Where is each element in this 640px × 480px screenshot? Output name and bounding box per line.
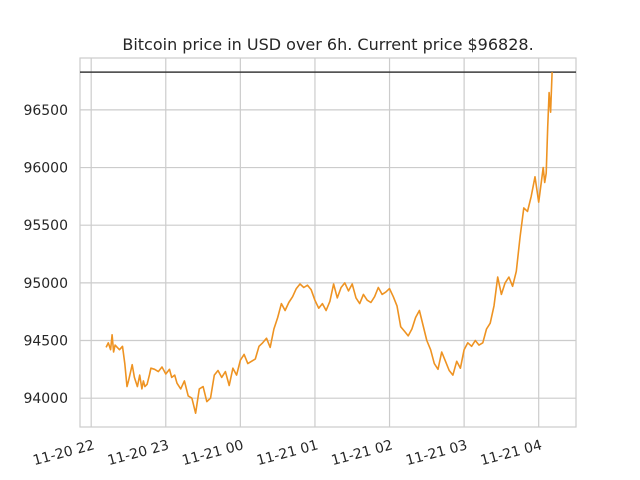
x-tick-label: 11-21 01: [255, 437, 320, 469]
y-tick-label: 96500: [23, 103, 68, 119]
chart-title: Bitcoin price in USD over 6h. Current pr…: [122, 35, 533, 54]
y-axis-ticks: 94000 94500 95000 95500 96000 96500: [23, 103, 68, 407]
plot-border: [79, 57, 577, 428]
plot-frame: [79, 57, 577, 428]
x-axis-ticks: 11-20 22 11-20 23 11-21 00 11-21 01 11-21 02…: [31, 437, 544, 469]
grid: [80, 58, 576, 427]
y-tick-label: 95000: [23, 276, 68, 292]
y-tick-label: 94500: [23, 334, 68, 350]
y-tick-label: 94000: [23, 391, 68, 407]
price-series-line: [105, 72, 553, 415]
x-tick-label: 11-21 03: [404, 437, 469, 469]
x-tick-label: 11-21 00: [180, 437, 245, 469]
y-tick-label: 95500: [23, 218, 68, 234]
x-tick-label: 11-20 22: [31, 437, 96, 469]
x-tick-label: 11-20 23: [106, 437, 171, 469]
y-tick-label: 96000: [23, 161, 68, 177]
x-tick-label: 11-21 02: [330, 437, 395, 469]
x-tick-label: 11-21 04: [479, 437, 544, 469]
series-group: [105, 72, 553, 415]
